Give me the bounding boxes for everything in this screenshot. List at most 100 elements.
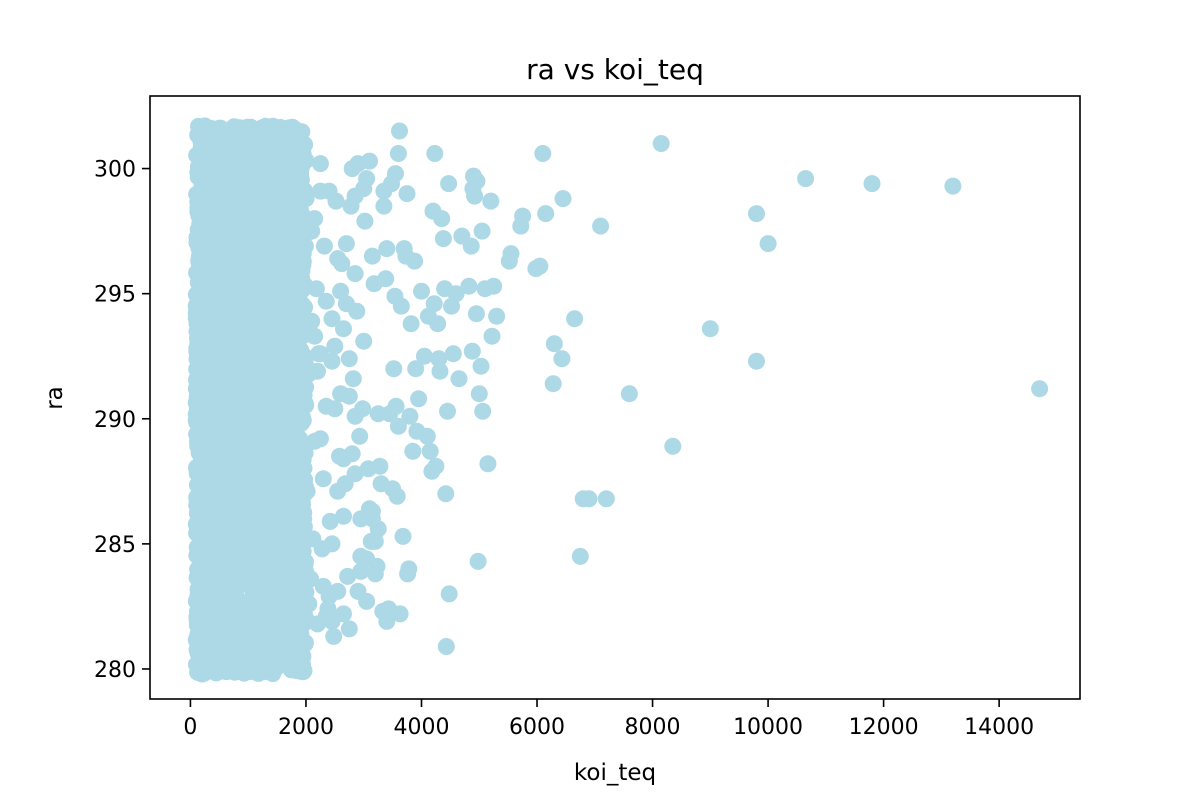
- data-point: [210, 297, 228, 315]
- data-point: [288, 353, 306, 371]
- data-point: [419, 307, 437, 325]
- data-point: [204, 386, 222, 404]
- data-point: [250, 431, 267, 449]
- data-point: [188, 340, 206, 357]
- x-tick-label: 10000: [733, 715, 803, 740]
- data-point: [190, 394, 208, 412]
- data-point: [255, 513, 272, 531]
- data-point: [240, 327, 258, 345]
- data-point: [244, 598, 262, 616]
- data-point: [247, 229, 265, 247]
- data-point: [217, 207, 235, 225]
- data-point: [430, 350, 448, 368]
- data-point: [944, 177, 962, 195]
- data-point: [326, 337, 344, 355]
- data-point: [237, 418, 255, 436]
- data-point: [323, 310, 341, 328]
- data-point: [426, 145, 444, 162]
- data-point: [281, 333, 299, 351]
- data-point: [554, 190, 572, 208]
- data-point: [553, 350, 571, 368]
- data-point: [250, 121, 268, 139]
- data-point: [410, 390, 428, 408]
- data-point: [372, 475, 390, 493]
- data-point: [285, 635, 303, 653]
- data-point: [224, 388, 242, 406]
- data-point: [402, 315, 420, 333]
- data-point: [399, 565, 417, 583]
- data-point: [228, 635, 246, 652]
- data-point: [440, 585, 458, 603]
- data-point: [356, 212, 374, 230]
- data-point: [189, 586, 207, 604]
- data-point: [315, 237, 333, 255]
- data-point: [202, 218, 220, 236]
- data-point: [326, 400, 344, 418]
- data-point: [275, 295, 293, 313]
- data-point: [597, 490, 615, 508]
- data-point: [188, 146, 206, 164]
- data-point: [349, 155, 367, 173]
- data-point: [296, 298, 314, 316]
- data-point: [264, 117, 282, 135]
- data-point: [340, 387, 358, 405]
- data-point: [664, 437, 682, 455]
- data-point: [389, 145, 407, 162]
- data-point: [258, 159, 276, 177]
- data-point: [236, 469, 254, 487]
- data-points: [187, 117, 1049, 683]
- data-point: [260, 236, 278, 254]
- data-point: [464, 180, 482, 198]
- data-point: [340, 350, 358, 368]
- x-tick-label: 0: [183, 715, 197, 740]
- data-point: [453, 227, 471, 245]
- data-point: [346, 265, 364, 283]
- data-point: [253, 292, 271, 310]
- data-point: [245, 350, 263, 368]
- data-point: [191, 456, 209, 474]
- chart-title: ra vs koi_teq: [526, 53, 704, 86]
- data-point: [797, 170, 815, 188]
- data-point: [219, 597, 237, 615]
- x-tick-label: 6000: [509, 715, 565, 740]
- data-point: [488, 307, 506, 325]
- data-point: [460, 277, 478, 295]
- data-point: [248, 207, 266, 225]
- data-point: [431, 362, 449, 380]
- data-point: [275, 650, 293, 668]
- data-point: [527, 260, 545, 278]
- data-point: [351, 427, 369, 445]
- data-point: [290, 662, 308, 680]
- data-point: [276, 482, 294, 500]
- data-point: [194, 354, 212, 372]
- data-point: [234, 437, 252, 455]
- data-point: [544, 375, 562, 393]
- data-point: [293, 213, 310, 231]
- data-point: [346, 407, 364, 425]
- data-point: [386, 287, 404, 305]
- data-point: [290, 545, 308, 563]
- data-point: [314, 470, 332, 488]
- data-point: [434, 230, 452, 248]
- data-point: [274, 522, 292, 539]
- data-point: [206, 505, 224, 523]
- data-point: [267, 222, 284, 240]
- data-point: [197, 203, 215, 221]
- data-point: [339, 567, 357, 585]
- data-point: [474, 402, 492, 420]
- y-tick-label: 280: [94, 658, 136, 683]
- data-point: [218, 647, 235, 664]
- data-point: [280, 419, 298, 437]
- data-point: [188, 234, 206, 252]
- data-point: [256, 663, 274, 680]
- data-point: [309, 362, 326, 380]
- data-point: [295, 182, 313, 199]
- data-point: [620, 385, 638, 403]
- data-point: [280, 175, 298, 193]
- data-point: [284, 276, 302, 294]
- data-point: [323, 612, 341, 630]
- data-point: [467, 305, 485, 323]
- data-point: [574, 490, 592, 508]
- data-point: [283, 558, 301, 576]
